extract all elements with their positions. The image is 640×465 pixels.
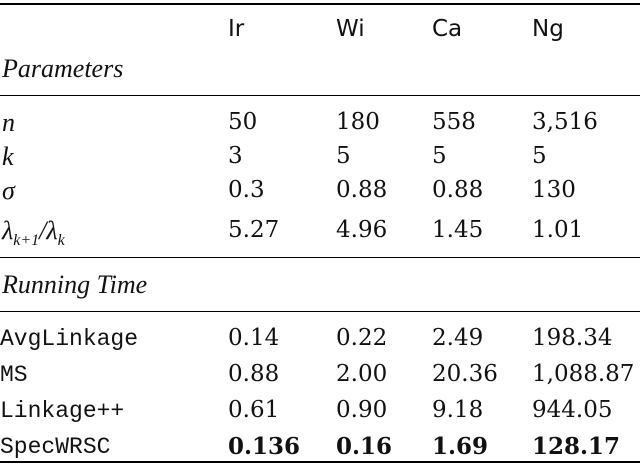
- cell: 0.22: [336, 325, 388, 351]
- cell: 9.18: [432, 397, 484, 423]
- label-text: k: [2, 142, 14, 171]
- cell: 3,516: [532, 109, 598, 135]
- row-label: MS: [0, 362, 28, 388]
- label-text: σ: [2, 176, 15, 205]
- rule: [0, 257, 640, 258]
- row-label: λk+1/λk: [2, 218, 65, 249]
- cell: 0.61: [228, 397, 280, 423]
- cell: 0.88: [432, 177, 484, 203]
- cell: 558: [432, 109, 476, 135]
- row-label: k: [2, 144, 14, 170]
- cell: 5.27: [228, 217, 280, 243]
- cell: 2.00: [336, 361, 388, 387]
- cell: 198.34: [532, 325, 613, 351]
- label-text: λ: [2, 216, 14, 245]
- cell: 0.16: [336, 433, 393, 460]
- row-label: AvgLinkage: [0, 326, 139, 352]
- cell: 0.14: [228, 325, 280, 351]
- subscript: k: [57, 232, 65, 250]
- cell: 0.136: [228, 433, 301, 460]
- column-header: Ca: [432, 16, 463, 42]
- rule: [0, 311, 640, 312]
- cell: 944.05: [532, 397, 613, 423]
- label-text: n: [2, 108, 15, 137]
- cell: 2.49: [432, 325, 484, 351]
- row-label: σ: [2, 178, 15, 204]
- cell: 1.45: [432, 217, 484, 243]
- cell: 5: [336, 143, 351, 169]
- cell: 1.69: [432, 433, 489, 460]
- row-label: n: [2, 110, 15, 136]
- cell: 50: [228, 109, 258, 135]
- cell: 0.90: [336, 397, 388, 423]
- subscript: k+1: [13, 232, 40, 250]
- bottom-rule: [0, 461, 640, 463]
- row-label: Linkage++: [0, 398, 125, 424]
- cell: 3: [228, 143, 243, 169]
- column-header: Ir: [228, 16, 245, 42]
- section-title: Parameters: [2, 54, 124, 83]
- cell: 1,088.87: [532, 361, 635, 387]
- column-header: Wi: [336, 16, 365, 42]
- cell: 1.01: [532, 217, 584, 243]
- rule: [0, 95, 640, 96]
- cell: 4.96: [336, 217, 388, 243]
- cell: 0.3: [228, 177, 265, 203]
- cell: 0.88: [336, 177, 388, 203]
- cell: 180: [336, 109, 380, 135]
- cell: 20.36: [432, 361, 498, 387]
- cell: 5: [432, 143, 447, 169]
- label-text: /λ: [39, 216, 58, 245]
- cell: 128.17: [532, 433, 621, 460]
- cell: 0.88: [228, 361, 280, 387]
- column-header: Ng: [532, 16, 564, 42]
- row-label: SpecWRSC: [0, 434, 111, 460]
- cell: 5: [532, 143, 547, 169]
- cell: 130: [532, 177, 576, 203]
- section-title: Running Time: [2, 270, 148, 299]
- top-rule: [0, 3, 640, 5]
